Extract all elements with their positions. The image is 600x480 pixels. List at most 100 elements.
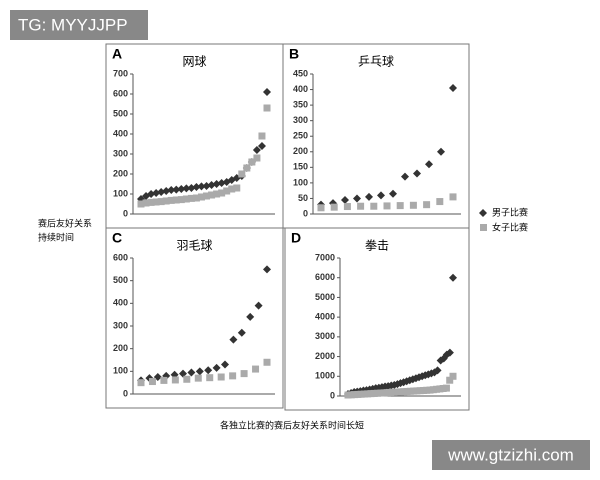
y-tick-label: 7000 [315,252,335,262]
legend-marker [479,209,487,217]
y-tick-label: 300 [113,148,128,158]
data-point [370,202,378,210]
data-point [233,184,241,192]
data-point [187,368,196,377]
data-point [152,198,160,206]
data-point [243,164,251,172]
data-point [142,199,150,207]
data-point [257,142,266,150]
data-point [343,203,351,211]
data-point [157,188,166,196]
y-tick-label: 3000 [315,331,335,341]
data-point [183,375,191,383]
y-tick-label: 400 [113,298,128,308]
data-point [253,154,261,162]
y-tick-label: 100 [293,177,308,187]
data-point [446,376,454,384]
data-point [330,203,338,211]
data-point [246,312,255,321]
y-tick-label: 400 [113,128,128,138]
y-tick-label: 0 [123,388,128,398]
data-point [425,160,433,169]
data-point [449,273,457,282]
data-point [228,185,236,193]
data-point [137,200,145,208]
y-tick-label: 300 [113,320,128,330]
data-point [162,197,170,205]
data-point [179,369,187,378]
panel-title: 羽毛球 [176,239,212,253]
watermark-box [10,10,148,40]
panel-title: 网球 [182,55,206,69]
y-tick-label: 600 [113,88,128,98]
data-point [195,367,204,376]
panel-label: C [112,230,122,246]
data-point [167,186,176,194]
data-point [442,384,450,392]
data-point [377,191,385,200]
data-point [401,172,409,181]
data-point [449,193,457,201]
data-point [147,198,155,206]
data-point [238,170,246,178]
data-point [167,196,175,204]
panel-label: B [289,46,299,62]
data-point [207,181,216,189]
y-tick-label: 200 [113,168,128,178]
y-axis-label: 持续时间 [38,232,74,244]
y-tick-label: 6000 [315,272,335,282]
data-point [187,194,195,202]
y-tick-label: 500 [113,108,128,118]
panel-frame [105,227,284,409]
data-point [383,202,391,210]
y-tick-label: 5000 [315,292,335,302]
data-point [217,179,226,187]
data-point [413,169,421,178]
y-tick-label: 0 [330,390,335,400]
data-point [177,196,185,204]
data-point [162,187,171,195]
data-point [258,132,266,140]
data-point [248,158,256,166]
panel-title: 拳击 [365,238,389,253]
legend-entry: 女子比赛 [492,222,528,234]
y-tick-label: 0 [303,208,308,218]
data-point [157,198,165,206]
data-point [263,265,271,274]
data-point [449,84,457,92]
y-tick-label: 100 [113,366,128,376]
y-tick-label: 4000 [315,312,335,322]
y-tick-label: 300 [293,115,308,125]
data-point [263,104,271,112]
y-tick-label: 700 [113,68,128,78]
y-axis-label: 赛后友好关系 [38,218,92,230]
data-point [218,189,226,197]
data-point [192,183,201,191]
data-point [137,379,145,387]
y-tick-label: 500 [113,275,128,285]
y-tick-label: 100 [113,188,128,198]
data-point [223,187,231,195]
watermark-box [432,440,590,470]
y-tick-label: 400 [293,84,308,94]
data-point [254,301,263,310]
data-point [365,192,373,201]
data-point [240,370,248,378]
data-point [221,360,229,369]
data-point [172,196,180,204]
data-point [204,366,213,375]
data-point [203,192,211,200]
data-point [171,376,179,384]
data-point [357,202,365,210]
data-point [449,372,457,380]
y-tick-label: 450 [293,68,308,78]
data-point [396,202,404,210]
data-point [252,146,261,154]
data-point [147,190,156,198]
data-point [197,193,205,201]
legend-entry: 男子比赛 [492,207,528,219]
data-point [445,348,454,357]
panel-label: D [291,230,301,246]
data-point [237,328,246,337]
